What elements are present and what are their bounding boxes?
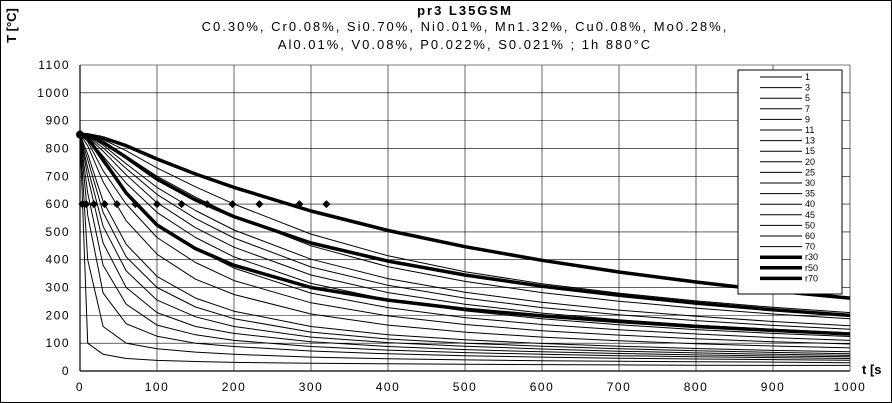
- series-line-9: [79, 134, 851, 358]
- series-line-3: [79, 134, 851, 364]
- legend-label-45: 45: [805, 210, 815, 220]
- x-axis-label: t [s: [862, 362, 882, 377]
- legend-label-7: 7: [805, 104, 810, 114]
- x-tick-label: 1000: [834, 380, 867, 394]
- series-line-11: [79, 134, 851, 356]
- x-tick-label: 100: [145, 380, 170, 394]
- series-line-20: [79, 134, 851, 349]
- diamond-marker: [112, 200, 121, 209]
- series-line-13: [79, 134, 851, 355]
- x-tick-label: 700: [607, 380, 632, 394]
- y-tick-label: 500: [45, 225, 70, 239]
- legend-label-70: 70: [805, 242, 815, 252]
- y-tick-label: 400: [45, 253, 70, 267]
- diamond-marker: [100, 200, 109, 209]
- x-tick-label: 200: [222, 380, 247, 394]
- legend-label-3: 3: [805, 83, 810, 93]
- chart-subtitle-line-1: C0.30%, Cr0.08%, Si0.70%, Ni0.01%, Mn1.3…: [201, 19, 729, 34]
- legend-label-r30: r30: [805, 252, 818, 262]
- y-tick-label: 900: [45, 114, 70, 128]
- y-axis-label: T [°C]: [3, 8, 19, 43]
- x-tick-label: 800: [684, 380, 709, 394]
- series-line-35: [79, 134, 851, 337]
- legend-label-20: 20: [805, 157, 815, 167]
- diamond-marker: [153, 200, 161, 209]
- legend-label-35: 35: [805, 189, 815, 199]
- legend-box: [737, 69, 843, 295]
- legend-label-30: 30: [805, 178, 815, 188]
- x-tick-label: 0: [76, 380, 84, 394]
- series-line-r30: [79, 132, 851, 336]
- plot-grid: [79, 64, 851, 372]
- diamond-marker: [255, 200, 264, 209]
- legend-label-11: 11: [805, 125, 814, 135]
- y-tick-label: 1000: [37, 86, 70, 100]
- diamond-marker: [295, 200, 304, 209]
- series-line-5: [79, 134, 851, 361]
- y-tick-label: 600: [45, 197, 70, 211]
- diamond-marker: [177, 200, 186, 209]
- series-line-50: [79, 134, 851, 327]
- series-line-7: [79, 134, 851, 359]
- legend-label-1: 1: [805, 72, 810, 82]
- y-tick-label: 700: [45, 169, 70, 183]
- legend-label-40: 40: [805, 199, 815, 209]
- series-line-r50: [79, 132, 851, 318]
- legend-label-5: 5: [805, 93, 810, 103]
- diamond-marker: [131, 200, 140, 209]
- diamond-marker: [203, 200, 212, 209]
- legend-label-50: 50: [805, 220, 815, 230]
- x-tick-label: 300: [299, 380, 324, 394]
- series-layer: [79, 132, 851, 366]
- series-line-15: [79, 134, 851, 353]
- x-tick-label: 400: [376, 380, 401, 394]
- legend-label-25: 25: [805, 167, 815, 177]
- chart-subtitle-line-2: Al0.01%, V0.08%, P0.022%, S0.021% ; 1h 8…: [277, 37, 653, 52]
- y-tick-label: 0: [62, 364, 70, 378]
- diamond-marker: [228, 200, 237, 209]
- legend-label-r50: r50: [805, 263, 818, 273]
- diamond-marker: [82, 200, 91, 209]
- legend-label-13: 13: [805, 136, 815, 146]
- series-line-70: [79, 134, 851, 314]
- x-tick-label: 500: [453, 380, 478, 394]
- legend-label-9: 9: [805, 114, 810, 124]
- series-line-r70: [79, 132, 851, 300]
- y-tick-label: 800: [45, 141, 70, 155]
- legend-label-15: 15: [805, 146, 815, 156]
- diamond-marker: [322, 200, 331, 209]
- legend-label-r70: r70: [805, 273, 818, 283]
- series-line-45: [79, 134, 851, 330]
- y-tick-label: 1100: [38, 58, 70, 72]
- x-tick-label: 600: [530, 380, 555, 394]
- diamond-marker: [89, 200, 98, 209]
- y-tick-label: 200: [45, 308, 70, 322]
- series-line-25: [79, 134, 851, 345]
- series-line-1: [79, 134, 850, 366]
- y-tick-label: 100: [45, 336, 70, 350]
- chart-title: pr3 L35GSM: [417, 3, 513, 18]
- legend-label-60: 60: [805, 231, 815, 241]
- x-tick-label: 900: [761, 380, 786, 394]
- y-tick-label: 300: [45, 281, 70, 295]
